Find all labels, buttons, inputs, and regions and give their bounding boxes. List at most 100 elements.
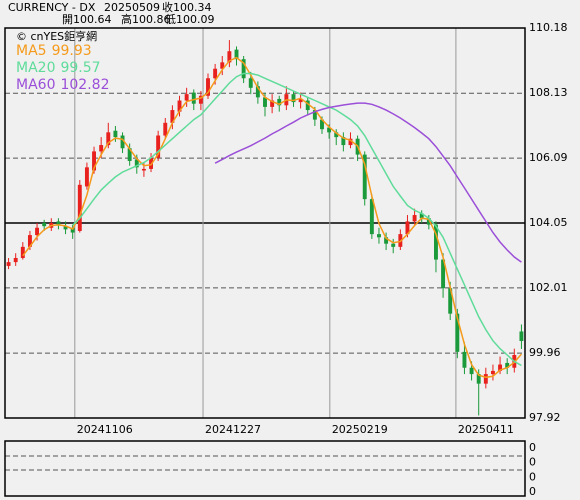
candle-body	[476, 374, 481, 384]
candle-body	[156, 135, 161, 158]
candle-body	[426, 218, 431, 225]
candle-body	[113, 130, 118, 138]
legend-value: 99.57	[60, 60, 100, 76]
y-tick-label: 108.13	[529, 86, 568, 99]
candle-body	[291, 94, 296, 103]
low-info: 低100.09	[165, 13, 215, 26]
candle-body	[362, 154, 367, 200]
open-label: 開	[62, 13, 73, 26]
candle-body	[255, 86, 260, 98]
candle-body	[77, 184, 82, 231]
legend-entry: MA5 99.93	[16, 43, 92, 59]
watermark: © cnYES鉅亨網	[16, 29, 97, 43]
candle-body	[320, 119, 324, 130]
candle-body	[220, 62, 225, 69]
date: 20250509	[104, 1, 160, 14]
candle-body	[434, 224, 438, 260]
candle-body	[177, 100, 182, 112]
candle-body	[56, 221, 61, 226]
candle-body	[263, 97, 267, 107]
sub-panel	[5, 455, 525, 471]
y-tick-label: 110.18	[529, 21, 568, 34]
candle-body	[277, 98, 282, 106]
candle-body	[270, 100, 275, 107]
sub-frame	[4, 440, 526, 497]
candle-body	[448, 288, 453, 314]
candle-body	[141, 168, 146, 171]
ma-line	[22, 56, 522, 379]
candle-body	[134, 159, 139, 168]
candle-body	[127, 148, 132, 161]
legend-name: MA20	[16, 60, 55, 76]
candle-body	[369, 199, 374, 235]
sub-tick-label: 0	[529, 456, 536, 469]
candle-body	[405, 221, 410, 235]
candle-body	[498, 364, 503, 371]
candle-body	[248, 78, 253, 88]
candle-body	[35, 227, 40, 236]
candle-body	[441, 259, 446, 289]
candle-body	[170, 110, 175, 123]
candle-body	[462, 351, 467, 368]
candle-body	[27, 235, 32, 247]
legend-name: MA5	[16, 43, 47, 59]
low-value: 100.09	[176, 13, 215, 26]
candle-body	[505, 362, 510, 368]
candle-body	[198, 95, 203, 104]
close-info: 收100.34	[162, 0, 212, 14]
open-value: 100.64	[73, 13, 112, 26]
candle-body	[191, 92, 196, 104]
x-tick-label: 20241106	[77, 423, 133, 436]
open-info: 開100.64	[62, 13, 112, 26]
candle-body	[120, 135, 125, 149]
candle-body	[6, 262, 11, 266]
candle-body	[42, 223, 47, 227]
candle-body	[298, 98, 303, 103]
candle-body	[63, 226, 68, 230]
sub-tick-label: 0	[529, 441, 536, 454]
candle-body	[348, 138, 353, 146]
candle-body	[312, 110, 317, 120]
candle-body	[92, 151, 96, 171]
legend-value: 99.93	[52, 43, 92, 59]
y-tick-label: 102.01	[529, 281, 568, 294]
sub-tick-label: 0	[529, 485, 536, 498]
candle-body	[163, 122, 168, 136]
candle-body	[483, 374, 488, 384]
ma-line	[72, 72, 522, 367]
y-tick-label: 97.92	[529, 411, 561, 424]
legend-entry: MA60 102.82	[16, 77, 109, 93]
candle-body	[334, 132, 339, 138]
candle-body	[241, 59, 246, 79]
candle-body	[305, 100, 310, 111]
sub-tick-label: 0	[529, 470, 536, 483]
high-value: 100.86	[132, 13, 171, 26]
x-tick-label: 20250411	[458, 423, 514, 436]
candle-body	[412, 215, 417, 222]
candle-body	[490, 370, 495, 375]
low-label: 低	[165, 13, 176, 26]
candle-body	[519, 331, 524, 342]
candle-body	[341, 137, 346, 146]
plot-frame	[4, 27, 526, 419]
candle-body	[377, 234, 381, 238]
candle-body	[70, 227, 75, 233]
candle-body	[20, 246, 25, 258]
candle-body	[106, 132, 111, 146]
y-tick-label: 99.96	[529, 346, 561, 359]
candle-body	[391, 243, 396, 247]
candle-body	[99, 145, 104, 152]
candle-body	[469, 367, 474, 375]
legend-value: 102.82	[60, 77, 109, 93]
x-tick-label: 20250219	[332, 423, 388, 436]
candle-body	[234, 49, 239, 60]
symbol: CURRENCY - DX	[8, 1, 96, 14]
candle-body	[213, 68, 218, 79]
high-label: 高	[121, 12, 132, 26]
candle-body	[419, 213, 424, 219]
plot	[5, 28, 525, 418]
y-tick-label: 104.05	[529, 216, 568, 229]
close-label: 收	[162, 0, 173, 14]
